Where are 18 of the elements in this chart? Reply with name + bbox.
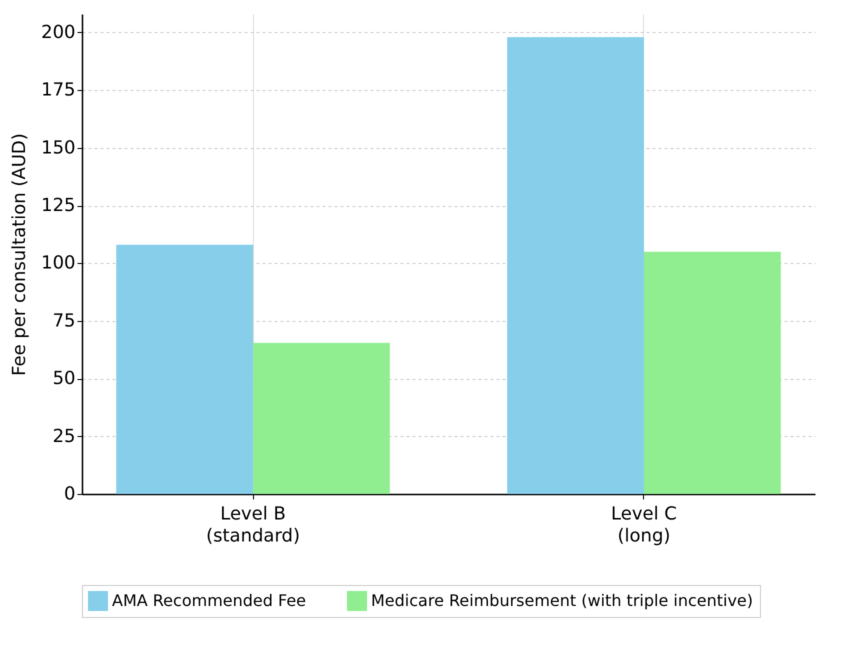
legend-label: AMA Recommended Fee — [112, 591, 306, 610]
y-tick-label: 150 — [41, 137, 76, 158]
y-tick-label: 175 — [41, 80, 76, 101]
bar — [253, 342, 390, 494]
y-tick-label: 25 — [52, 426, 76, 447]
bar — [116, 244, 254, 494]
y-tick-label: 50 — [52, 368, 76, 390]
y-tick-label: 125 — [41, 195, 76, 216]
legend-label: Medicare Reimbursement (with triple incentive) — [371, 591, 754, 610]
bar — [644, 252, 781, 494]
y-tick-label: 100 — [41, 252, 76, 274]
bar — [507, 37, 644, 494]
x-tick-label: Level B (standard) — [206, 504, 300, 546]
x-tick-label: Level C (long) — [611, 504, 677, 546]
y-tick-label: 0 — [64, 484, 76, 504]
y-tick-label: 200 — [41, 22, 76, 43]
y-axis-title: Fee per consultation (AUD) — [9, 133, 30, 376]
y-tick-label: 75 — [52, 310, 76, 332]
